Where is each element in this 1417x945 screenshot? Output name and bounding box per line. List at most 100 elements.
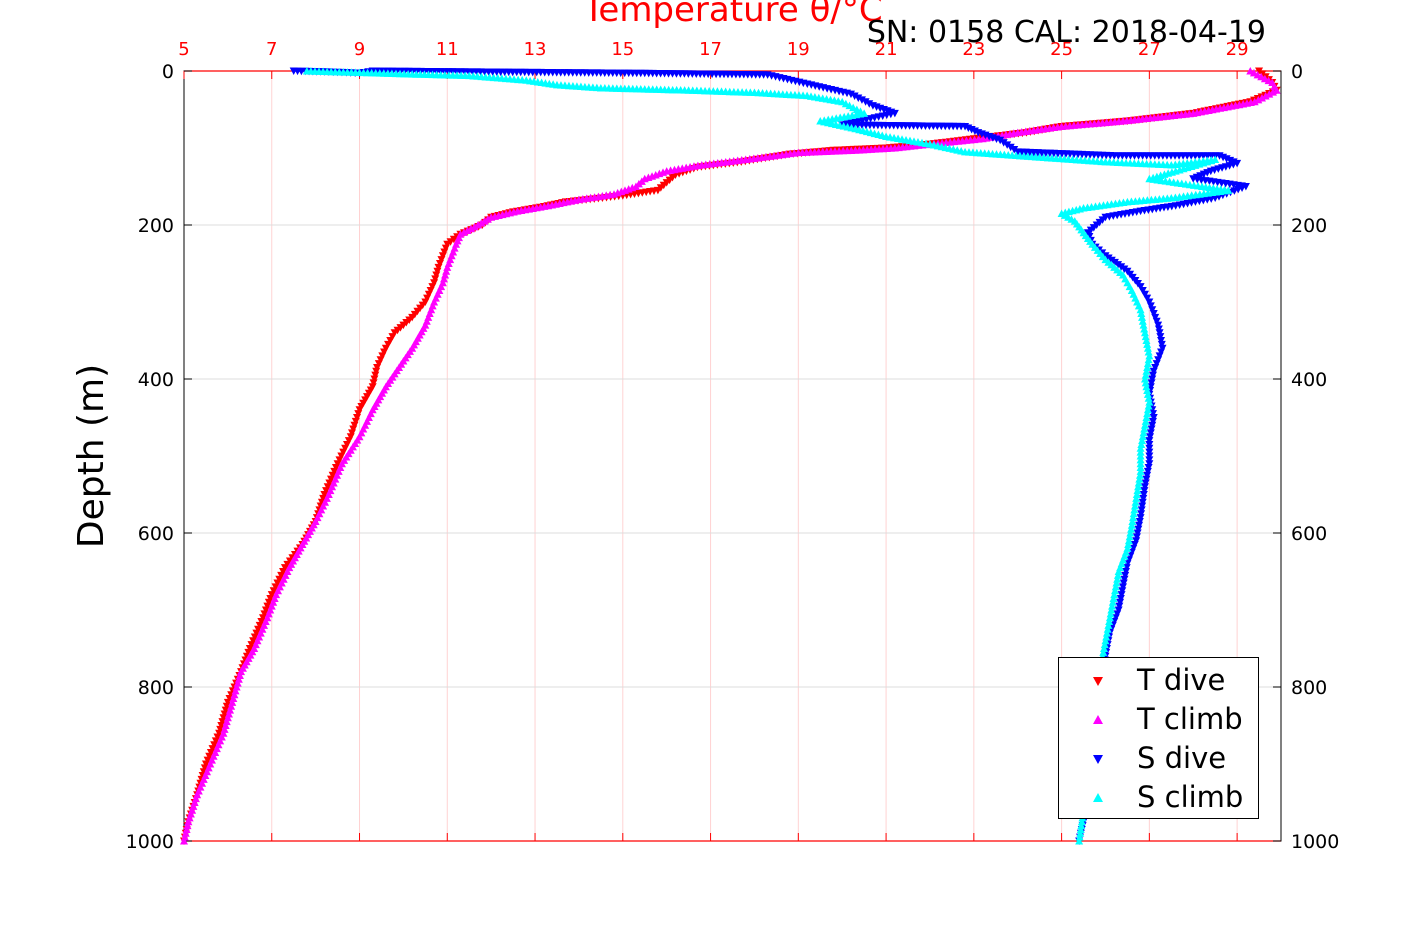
data-point [205, 752, 214, 761]
data-point [1010, 146, 1019, 154]
data-point [349, 425, 358, 434]
data-point [267, 591, 276, 599]
chart-subtitle: SN: 0158 CAL: 2018-04-19 [867, 15, 1266, 50]
depth-tick-label-left: 0 [162, 61, 174, 83]
data-point [1135, 471, 1144, 479]
data-point [279, 568, 288, 576]
data-point [865, 100, 874, 108]
data-point [1108, 598, 1117, 606]
data-point [271, 583, 280, 591]
data-point [341, 444, 350, 453]
data-point [353, 414, 362, 422]
legend-marker-t-climb [1093, 715, 1103, 724]
data-point [331, 464, 340, 472]
data-point [1107, 606, 1116, 614]
data-point [1138, 498, 1147, 507]
data-point [1076, 829, 1085, 837]
data-point [1115, 602, 1124, 611]
data-point [1158, 344, 1167, 353]
data-point [180, 833, 189, 841]
data-point [1138, 436, 1147, 445]
data-point [333, 460, 342, 468]
data-point [346, 433, 355, 441]
data-point [1121, 571, 1130, 580]
data-point [257, 618, 266, 626]
data-point [1144, 401, 1153, 410]
data-point [269, 587, 278, 595]
data-point [1152, 317, 1161, 326]
data-point [180, 837, 188, 845]
data-point [1136, 283, 1145, 291]
data-point [1006, 143, 1015, 152]
data-point [378, 352, 387, 360]
data-point [1145, 298, 1154, 306]
data-point [1145, 448, 1154, 457]
data-point [1118, 587, 1127, 595]
data-point [1145, 398, 1154, 406]
data-point [1103, 625, 1112, 633]
data-point [1144, 464, 1153, 472]
depth-tick-label-left: 400 [138, 369, 174, 391]
data-point [263, 602, 272, 611]
legend-label-t-climb: T climb [1137, 702, 1243, 736]
depth-tick-label-left: 800 [138, 677, 174, 699]
data-point [1136, 514, 1145, 522]
data-point [1113, 610, 1122, 618]
data-point [423, 294, 432, 303]
data-point [440, 248, 449, 256]
data-point [1141, 479, 1150, 487]
data-point [374, 360, 383, 368]
temperature-tick-label: 5 [178, 39, 189, 60]
data-point [1146, 433, 1155, 441]
data-point [213, 733, 222, 742]
data-point [1121, 568, 1130, 576]
data-point [1131, 498, 1140, 506]
data-point [200, 764, 209, 772]
data-point [1146, 302, 1155, 310]
data-point [1145, 351, 1154, 360]
data-point [264, 598, 273, 607]
data-point [1147, 425, 1156, 434]
data-point [1144, 355, 1153, 364]
data-point [1109, 594, 1118, 602]
data-point [1142, 336, 1151, 344]
data-point [1148, 375, 1157, 383]
data-point [434, 263, 443, 272]
data-point [1143, 471, 1152, 480]
data-point [210, 741, 219, 749]
data-point [1155, 329, 1164, 337]
data-point [1100, 644, 1109, 652]
data-point [380, 348, 389, 357]
data-point [1138, 313, 1147, 321]
data-point [1132, 537, 1141, 545]
data-point [1137, 506, 1146, 514]
data-point [1133, 486, 1142, 495]
data-point [1148, 421, 1157, 430]
data-point [1135, 521, 1144, 530]
data-point [1154, 356, 1163, 364]
data-point [854, 94, 863, 102]
data-point [1149, 367, 1158, 376]
data-point [1128, 517, 1137, 525]
temperature-tick-label: 9 [354, 39, 365, 60]
data-point [1132, 490, 1141, 498]
data-point [1143, 294, 1152, 303]
legend-marker-t-dive [1093, 677, 1103, 686]
data-point [254, 625, 263, 634]
data-point [1144, 348, 1153, 356]
data-point [1127, 525, 1136, 533]
data-point [390, 329, 399, 337]
series-t-climb [180, 67, 1281, 845]
data-point [1133, 529, 1142, 537]
depth-tick-label-right: 200 [1291, 215, 1327, 237]
data-point [273, 579, 282, 588]
data-point [1120, 575, 1129, 584]
data-point [1116, 598, 1125, 607]
data-point [846, 90, 855, 99]
data-point [1136, 463, 1145, 472]
data-point [1104, 621, 1113, 629]
data-point [223, 698, 232, 707]
data-point [1143, 405, 1152, 414]
data-point [1143, 386, 1152, 395]
depth-tick-label-right: 600 [1291, 523, 1327, 545]
